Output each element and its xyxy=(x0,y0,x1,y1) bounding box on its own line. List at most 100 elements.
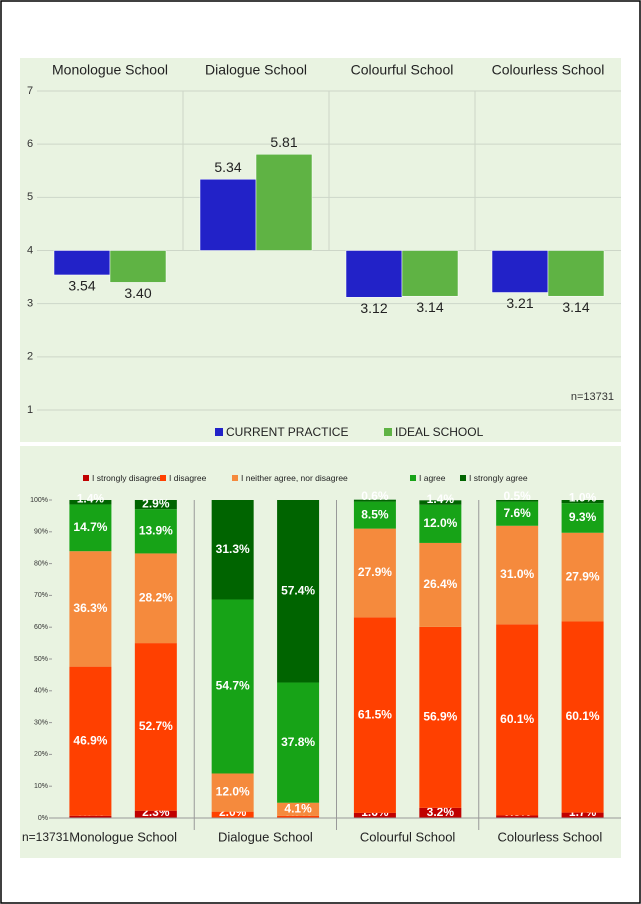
bar-segment xyxy=(353,499,396,502)
category-label: Dialogue School xyxy=(218,829,313,844)
bar xyxy=(109,250,167,283)
value-label: 3.21 xyxy=(506,295,533,311)
value-label: 27.9% xyxy=(566,569,600,583)
value-label: 31.0% xyxy=(500,567,534,581)
bar-segment xyxy=(496,501,539,526)
value-label: 52.7% xyxy=(139,719,173,733)
bar-segment xyxy=(134,810,177,818)
value-label: 12.0% xyxy=(216,785,250,799)
legend-label: CURRENT PRACTICE xyxy=(226,425,348,439)
bar-segment xyxy=(277,500,320,683)
legend-label: IDEAL SCHOOL xyxy=(395,425,484,439)
bar xyxy=(255,154,313,251)
value-label: 0.6% xyxy=(361,489,389,503)
bar-segment xyxy=(419,807,462,818)
bar-segment xyxy=(134,509,177,554)
bar-segment xyxy=(277,815,320,818)
value-label: 36.3% xyxy=(73,601,107,615)
bar-segment xyxy=(419,542,462,627)
bar xyxy=(345,250,403,298)
value-label: 5.34 xyxy=(214,159,241,175)
y-tick-label: 3 xyxy=(27,298,33,310)
value-label: 12.0% xyxy=(423,516,457,530)
value-label: 56.9% xyxy=(423,710,457,724)
value-label: 3.54 xyxy=(68,278,95,294)
bar-segment xyxy=(211,500,254,600)
legend-swatch xyxy=(410,475,416,481)
value-label: 31.3% xyxy=(216,542,250,556)
category-label: Colourless School xyxy=(492,62,605,78)
legend-label: I disagree xyxy=(169,473,207,483)
bar-segment xyxy=(69,815,112,818)
value-label: 9.3% xyxy=(569,510,597,524)
bar xyxy=(491,250,549,293)
y-tick-label: 1 xyxy=(27,404,33,416)
y-tick-label: 5 xyxy=(27,191,33,203)
bar xyxy=(547,250,605,297)
bar-segment xyxy=(496,525,539,625)
bar-segment xyxy=(211,811,254,818)
value-label: 46.9% xyxy=(73,733,107,747)
category-label: Dialogue School xyxy=(205,62,307,78)
legend-label: I agree xyxy=(419,473,446,483)
y-tick-label: 20% xyxy=(34,751,48,758)
y-tick-label: 2 xyxy=(27,351,33,363)
bar-segment xyxy=(353,812,396,818)
value-label: 1.0% xyxy=(569,490,597,504)
bar-segment xyxy=(561,532,604,622)
bar-segment xyxy=(353,528,396,618)
value-label: 54.7% xyxy=(216,679,250,693)
legend-swatch xyxy=(160,475,166,481)
annotation: n=13731 xyxy=(571,391,614,403)
value-label: 0.5% xyxy=(503,489,531,503)
bar-segment xyxy=(496,815,539,818)
bar-segment xyxy=(134,500,177,510)
value-label: 60.1% xyxy=(566,709,600,723)
legend-swatch xyxy=(83,475,89,481)
y-tick-label: 10% xyxy=(34,783,48,790)
value-label: 1.4% xyxy=(427,492,455,506)
legend-swatch xyxy=(384,428,392,436)
bar xyxy=(199,179,257,251)
value-label: 28.2% xyxy=(139,590,173,604)
legend-label: I neither agree, nor disagree xyxy=(241,473,348,483)
bar-segment xyxy=(496,500,539,502)
legend-swatch xyxy=(215,428,223,436)
bar-segment xyxy=(419,504,462,543)
y-tick-label: 30% xyxy=(34,719,48,726)
bar-segment xyxy=(561,812,604,818)
bar xyxy=(53,250,111,276)
value-label: 37.8% xyxy=(281,735,315,749)
value-label: 7.6% xyxy=(503,506,531,520)
category-label: Monologue School xyxy=(69,829,177,844)
value-label: 61.5% xyxy=(358,707,392,721)
y-tick-label: 6 xyxy=(27,138,33,150)
value-label: 3.12 xyxy=(360,300,387,316)
bar xyxy=(401,250,459,297)
y-tick-label: 4 xyxy=(27,244,33,256)
bar-segment xyxy=(134,553,177,644)
bar-segment xyxy=(134,643,177,811)
bar-segment xyxy=(211,599,254,774)
legend-swatch xyxy=(460,475,466,481)
bar-segment xyxy=(496,624,539,816)
bar-segment xyxy=(561,500,604,504)
bar-segment xyxy=(69,666,112,816)
annotation: n=13731 xyxy=(22,830,69,844)
legend-label: I strongly agree xyxy=(469,473,528,483)
bar-segment xyxy=(69,551,112,667)
value-label: 3.2% xyxy=(427,805,455,819)
y-tick-label: 90% xyxy=(34,529,48,536)
y-tick-label: 60% xyxy=(34,624,48,631)
bar-segment xyxy=(277,682,320,803)
y-tick-label: 40% xyxy=(34,688,48,695)
y-tick-label: 50% xyxy=(34,656,48,663)
category-label: Colourless School xyxy=(497,829,602,844)
y-tick-label: 70% xyxy=(34,592,48,599)
bar-segment xyxy=(69,500,112,505)
y-tick-label: 100% xyxy=(30,497,48,504)
legend-label: I strongly disagree xyxy=(92,473,162,483)
y-tick-label: 7 xyxy=(27,85,33,97)
value-label: 3.14 xyxy=(562,299,589,315)
